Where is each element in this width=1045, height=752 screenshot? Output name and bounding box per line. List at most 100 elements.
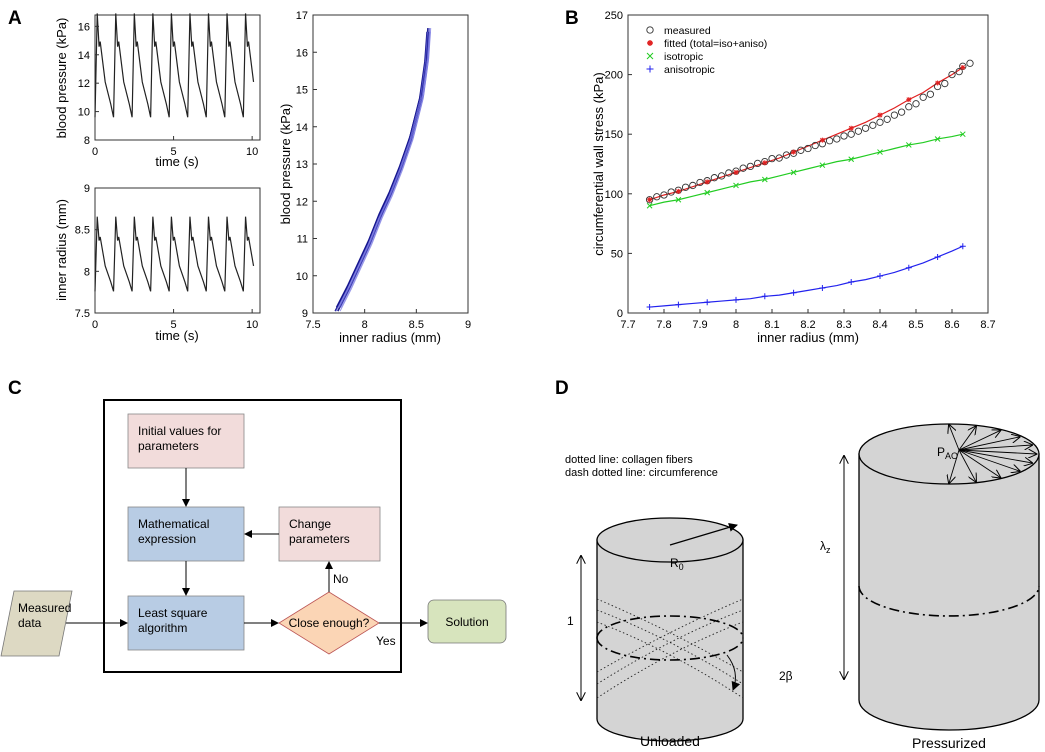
b-fit-point xyxy=(906,97,912,103)
solution-box: Solution xyxy=(427,599,507,644)
b-fit-point xyxy=(935,80,941,86)
math-expression-label: Mathematical expression xyxy=(138,517,209,546)
a3-ytick-label: 15 xyxy=(296,85,308,97)
a3-xtick-label: 7.5 xyxy=(305,319,320,331)
b-measured-point xyxy=(966,59,974,67)
b-measured-point xyxy=(804,144,812,153)
b-measured-point xyxy=(948,70,956,79)
a3-loop-line xyxy=(334,31,428,312)
b-aniso-point xyxy=(790,289,797,296)
b-xtick-label: 8.5 xyxy=(908,319,923,331)
a1-ytick-label: 14 xyxy=(78,50,90,62)
a1-ytick-label: 8 xyxy=(84,135,90,147)
pressure-arrow xyxy=(949,425,960,451)
a3-ytick-label: 14 xyxy=(296,122,308,134)
no-label: No xyxy=(333,572,349,586)
b-iso-point xyxy=(848,156,855,163)
b-xtick-label: 8.2 xyxy=(800,319,815,331)
unloaded-label: Unloaded xyxy=(640,733,700,749)
angle-arc xyxy=(726,654,741,691)
b-legend-marker xyxy=(646,26,654,34)
b-fit-point xyxy=(704,179,710,185)
b-measured-point xyxy=(905,103,913,111)
b-iso-point xyxy=(733,182,739,189)
b-legend-label: isotropic xyxy=(664,51,703,63)
panel-b: B 0 50 100 150 200 250 7.7 7.8 7.9 8 8.1 8.2 8.3 8.4… xyxy=(565,8,996,345)
a2-ylabel: inner radius (mm) xyxy=(54,199,69,301)
a1-xtick-label: 10 xyxy=(246,146,258,158)
b-aniso-point xyxy=(848,279,855,286)
b-xtick-label: 7.9 xyxy=(692,319,707,331)
b-measured-point xyxy=(876,118,884,126)
two-beta-label: 2β xyxy=(779,669,793,683)
pressure-arrow xyxy=(958,450,1036,454)
a1-series-line xyxy=(94,13,255,118)
b-fit-point xyxy=(647,197,653,203)
pressure-arrows xyxy=(949,425,1036,483)
b-measured-point xyxy=(782,151,791,159)
close-enough-label: Close enough? xyxy=(289,616,370,630)
change-parameters-box: Change parameters xyxy=(278,506,381,562)
panel-c: C Initial values for parameters Mathemati… xyxy=(0,378,507,673)
a3-ytick-label: 17 xyxy=(296,10,308,22)
a3-loop-line xyxy=(339,31,431,312)
b-measured-point xyxy=(653,193,661,201)
b-measured-point xyxy=(926,90,935,98)
a3-ytick-label: 12 xyxy=(296,196,308,208)
panel-d: D dotted line: collagen fibers dash dott… xyxy=(555,378,1040,751)
b-fit-point xyxy=(877,112,883,118)
b-measured-point xyxy=(739,164,747,172)
b-measured-point xyxy=(660,191,668,199)
b-measured-point xyxy=(854,127,863,135)
least-square-label: Least square algorithm xyxy=(138,606,208,635)
a2-xtick-label: 10 xyxy=(246,319,258,331)
least-square-box: Least square algorithm xyxy=(127,595,245,651)
b-measured-point xyxy=(746,162,755,171)
b-fit-point xyxy=(791,149,797,155)
solution-label: Solution xyxy=(445,615,488,629)
b-fit-point xyxy=(960,64,966,70)
measured-data-label: Measured data xyxy=(18,601,71,630)
b-measured-point xyxy=(811,141,819,150)
pressure-arrow xyxy=(958,445,1032,451)
b-measured-point xyxy=(725,169,733,177)
collagen-fibers xyxy=(596,598,744,699)
b-aniso-point xyxy=(646,304,653,311)
b-fit-point xyxy=(762,160,768,166)
a3-loop-line xyxy=(338,28,430,308)
b-measured-point xyxy=(696,178,704,187)
pao-label: PAO xyxy=(937,445,958,461)
panel-label-a: A xyxy=(8,8,22,29)
unloaded-circumference-back xyxy=(596,615,744,639)
measured-data-box: Measured data xyxy=(0,590,73,657)
r0-arrow xyxy=(669,522,738,546)
b-line-anisotropic xyxy=(649,245,964,308)
b-fit-point xyxy=(848,125,854,131)
chart-b: 0 50 100 150 200 250 7.7 7.8 7.9 8 8.1 8.2 8.3 8.4 8.… xyxy=(591,10,996,345)
unloaded-circumference-front xyxy=(596,637,744,661)
b-xtick-label: 7.7 xyxy=(620,319,635,331)
b-ylabel: circumferential wall stress (kPa) xyxy=(591,72,606,256)
b-legend-marker xyxy=(647,40,653,46)
math-expression-box: Mathematical expression xyxy=(127,506,245,562)
a3-ytick-label: 10 xyxy=(296,271,308,283)
a2-ytick-label: 9 xyxy=(84,183,90,195)
b-measured-point xyxy=(681,183,690,191)
b-iso-point xyxy=(959,131,966,138)
b-measured-point xyxy=(883,115,891,123)
b-fit-point xyxy=(819,137,825,143)
b-xtick-label: 8 xyxy=(733,319,739,331)
b-fit-point xyxy=(675,188,681,194)
b-aniso-point xyxy=(675,301,682,308)
a3-loop-line xyxy=(335,27,429,308)
b-measured-point xyxy=(797,146,805,154)
a3-xtick-label: 9 xyxy=(465,319,471,331)
b-iso-point xyxy=(905,142,912,148)
chart-a2: 7.5 8 8.5 9 0 5 10 time (s) inner radius (mm) xyxy=(54,183,261,343)
b-xtick-label: 8.3 xyxy=(836,319,851,331)
legend-collagen: dotted line: collagen fibers xyxy=(565,454,693,466)
unloaded-cylinder: R0 1 2β Unloaded xyxy=(567,517,793,749)
b-measured-point xyxy=(919,93,927,101)
b-measured-point xyxy=(667,188,675,196)
a1-xlabel: time (s) xyxy=(155,154,198,169)
